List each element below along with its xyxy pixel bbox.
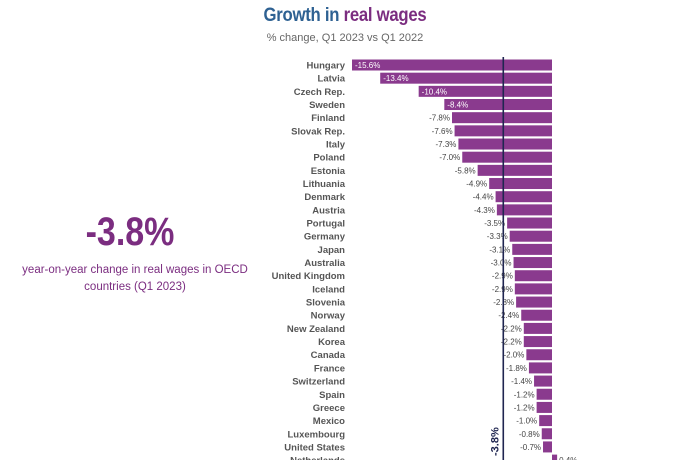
data-label: -5.8% (455, 166, 476, 175)
category-label: Iceland (312, 284, 345, 295)
bar (523, 336, 552, 348)
bar (543, 441, 552, 453)
data-label: -8.4% (447, 101, 468, 110)
data-label: -2.9% (492, 285, 513, 294)
category-label: Latvia (318, 74, 346, 85)
bar (489, 178, 552, 190)
category-label: New Zealand (287, 324, 345, 335)
category-label: Hungary (306, 61, 345, 72)
bar (516, 296, 552, 308)
data-label: -13.4% (383, 74, 408, 83)
bar (495, 191, 552, 203)
category-label: United States (284, 442, 345, 453)
title-part-2: real wages (343, 5, 427, 26)
bar (444, 99, 552, 111)
data-label: -7.8% (429, 114, 450, 123)
data-label: -4.4% (473, 193, 494, 202)
category-label: Portugal (306, 219, 345, 230)
category-label: Germany (304, 232, 346, 243)
data-label: -7.3% (436, 140, 457, 149)
data-label: 0.4% (559, 456, 577, 460)
chart-title: Growth in real wages (41, 5, 648, 27)
data-label: -1.2% (514, 390, 535, 399)
bar (452, 112, 552, 124)
bar (512, 243, 552, 255)
category-label: Spain (319, 390, 345, 401)
bar (509, 230, 552, 242)
bar (352, 59, 552, 71)
title-part-1: Growth in (263, 5, 340, 26)
category-label: Canada (311, 350, 346, 361)
bar (418, 85, 552, 97)
category-label: Lithuania (303, 179, 346, 190)
data-label: -2.9% (492, 272, 513, 281)
bar (541, 428, 552, 440)
category-label: Finland (311, 113, 345, 124)
data-label: -2.4% (498, 311, 519, 320)
category-label: Australia (304, 258, 345, 269)
bar (526, 349, 552, 361)
reference-line-label: -3.8% (489, 427, 501, 456)
data-label: -1.8% (506, 364, 527, 373)
bar (477, 164, 552, 176)
category-label: Japan (318, 245, 346, 256)
category-label: Italy (326, 140, 346, 151)
kpi-description: year-on-year change in real wages in OEC… (22, 264, 248, 293)
kpi-value: -3.8% (85, 210, 175, 254)
data-label: -2.2% (501, 324, 522, 333)
category-label: Netherlands (290, 456, 345, 460)
data-label: -2.2% (501, 338, 522, 347)
chart-subtitle: % change, Q1 2023 vs Q1 2022 (266, 32, 424, 44)
bar (528, 362, 552, 374)
bar (521, 309, 552, 321)
data-label: -3.0% (491, 259, 512, 268)
bar (513, 257, 552, 269)
category-label: Czech Rep. (294, 87, 345, 98)
data-label: -3.3% (487, 232, 508, 241)
data-label: -1.2% (514, 403, 535, 412)
category-label: United Kingdom (272, 271, 345, 282)
bar (536, 388, 552, 400)
category-label: Norway (311, 311, 346, 322)
category-label: Slovenia (306, 298, 346, 309)
category-label: Korea (318, 337, 346, 348)
data-label: -4.9% (466, 180, 487, 189)
data-label: -1.4% (511, 377, 532, 386)
category-label: Poland (313, 153, 345, 164)
category-label: Mexico (313, 416, 345, 427)
bar (539, 415, 552, 427)
data-label: -3.5% (484, 219, 505, 228)
data-label: -15.6% (355, 61, 380, 70)
category-label: Greece (313, 403, 345, 414)
bar (552, 454, 558, 460)
data-label: -4.3% (474, 206, 495, 215)
data-label: -7.6% (432, 127, 453, 136)
bar (380, 72, 552, 84)
bar (536, 401, 552, 413)
category-label: Denmark (304, 192, 345, 203)
data-label: -2.0% (503, 351, 524, 360)
bar (514, 283, 552, 295)
data-label: -7.0% (439, 153, 460, 162)
bar (462, 151, 552, 163)
data-label: -0.7% (520, 443, 541, 452)
bar (523, 322, 552, 334)
bar (458, 138, 552, 150)
bar (496, 204, 552, 216)
data-label: -3.1% (489, 245, 510, 254)
data-label: -1.0% (516, 417, 537, 426)
data-label: -10.4% (422, 87, 447, 96)
category-label: Slovak Rep. (291, 126, 345, 137)
category-label: Estonia (311, 166, 346, 177)
category-label: Switzerland (292, 377, 345, 388)
bar (507, 217, 552, 229)
category-label: Austria (312, 205, 345, 216)
data-label: -0.8% (519, 430, 540, 439)
category-label: Sweden (309, 100, 345, 111)
category-label: Luxembourg (287, 429, 345, 440)
bar (534, 375, 552, 387)
bar (514, 270, 552, 282)
category-label: France (314, 363, 345, 374)
